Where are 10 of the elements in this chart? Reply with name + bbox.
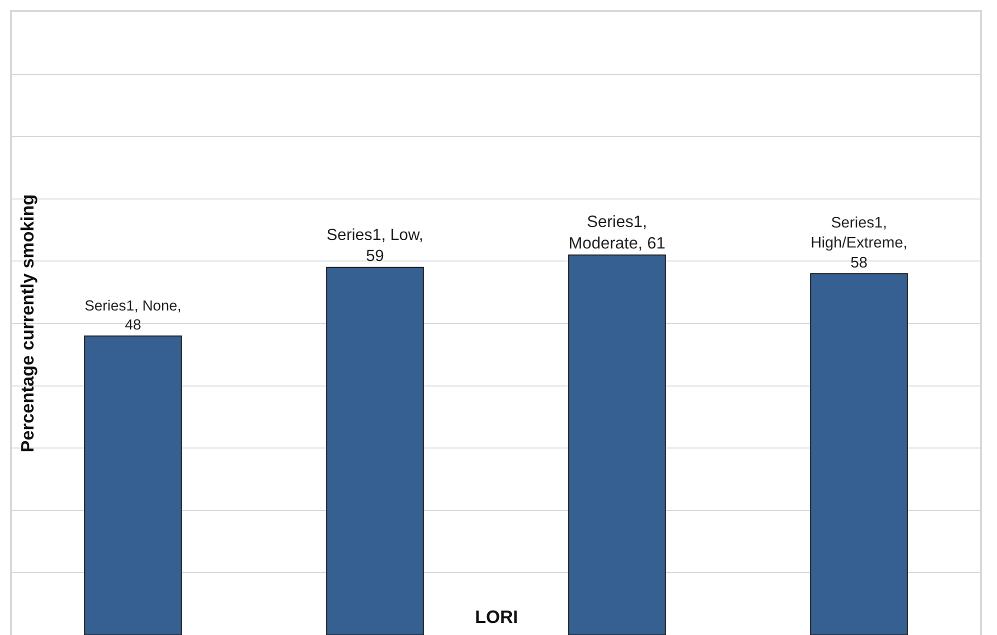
x-axis-title: LORI xyxy=(475,607,518,627)
bar xyxy=(84,335,182,635)
data-label: Series1, None, 48 xyxy=(84,298,182,334)
data-label: Series1, High/Extreme, 58 xyxy=(810,214,908,272)
bar xyxy=(326,266,424,635)
bar xyxy=(568,254,666,635)
y-axis-title: Percentage currently smoking xyxy=(17,194,38,452)
data-label: Series1, Low, 59 xyxy=(326,226,424,265)
bar xyxy=(810,273,908,635)
data-label: Series1, Moderate, 61 xyxy=(568,212,666,252)
